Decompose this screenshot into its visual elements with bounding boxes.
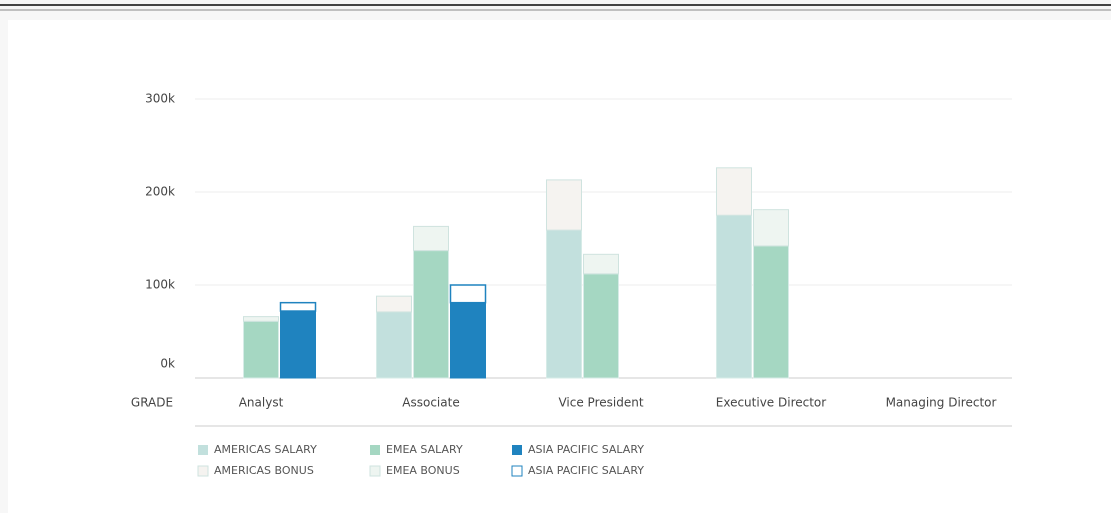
salary-bar <box>753 245 789 379</box>
x-tick-label: Vice President <box>558 396 643 410</box>
legend-label: AMERICAS BONUS <box>214 464 314 477</box>
bonus-bar <box>376 295 412 313</box>
x-tick-label: Executive Director <box>716 396 827 410</box>
legend-swatch <box>512 445 522 455</box>
bonus-bar <box>716 167 752 216</box>
bonus-bar <box>583 253 619 275</box>
x-tick-label: Analyst <box>239 396 284 410</box>
salary-bar <box>376 311 412 379</box>
x-axis-label: GRADE <box>131 396 173 410</box>
x-tick-label: Managing Director <box>886 396 997 410</box>
bonus-bar <box>243 316 279 322</box>
salary-bar <box>716 214 752 379</box>
y-tick-label: 300k <box>145 92 175 106</box>
bonus-bar <box>546 179 582 231</box>
legend-label: AMERICAS SALARY <box>214 443 317 456</box>
salary-bar <box>280 310 316 379</box>
legend-label: EMEA BONUS <box>386 464 460 477</box>
legend-swatch <box>370 445 380 455</box>
salary-bar <box>243 320 279 379</box>
legend-swatch <box>197 465 209 477</box>
legend-swatch <box>198 445 208 455</box>
legend-label: EMEA SALARY <box>386 443 463 456</box>
bonus-bar <box>449 284 487 304</box>
y-tick-label: 100k <box>145 278 175 292</box>
legend-label: ASIA PACIFIC SALARY <box>528 464 644 477</box>
x-tick-label: Associate <box>402 396 459 410</box>
y-tick-label: 0k <box>160 357 175 371</box>
bonus-bar <box>413 225 449 252</box>
legend-swatch <box>511 465 523 477</box>
bonus-bar <box>753 209 789 247</box>
bonus-bar <box>279 301 317 312</box>
salary-bar <box>583 273 619 379</box>
salary-bar <box>546 229 582 379</box>
legend-label: ASIA PACIFIC SALARY <box>528 443 644 456</box>
legend-swatch <box>369 465 381 477</box>
y-tick-label: 200k <box>145 185 175 199</box>
salary-bar <box>450 302 486 379</box>
salary-bar <box>413 250 449 379</box>
